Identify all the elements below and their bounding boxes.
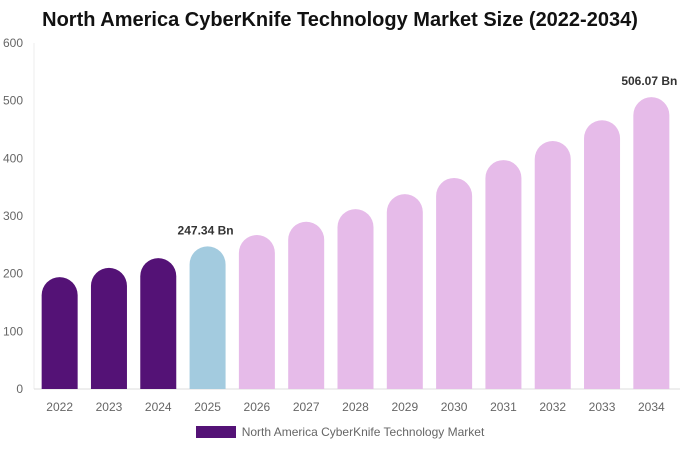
x-tick-label: 2022 bbox=[46, 400, 73, 414]
x-tick-label: 2026 bbox=[244, 400, 271, 414]
y-tick-label: 300 bbox=[3, 209, 23, 223]
bar-2028 bbox=[337, 209, 374, 389]
bar-2030 bbox=[436, 177, 473, 389]
bar-2022 bbox=[41, 277, 78, 389]
bar-2025 bbox=[189, 246, 226, 389]
x-tick-label: 2025 bbox=[194, 400, 221, 414]
bar-2027 bbox=[288, 221, 325, 389]
bar-2023 bbox=[90, 267, 127, 389]
bar-2029 bbox=[386, 194, 423, 389]
y-tick-label: 200 bbox=[3, 267, 23, 281]
legend: North America CyberKnife Technology Mark… bbox=[0, 425, 680, 439]
x-tick-label: 2031 bbox=[490, 400, 517, 414]
x-tick-label: 2023 bbox=[96, 400, 123, 414]
x-tick-label: 2033 bbox=[589, 400, 616, 414]
y-tick-label: 100 bbox=[3, 324, 23, 338]
bar-2033 bbox=[584, 120, 621, 390]
y-tick-label: 400 bbox=[3, 151, 23, 165]
x-tick-label: 2030 bbox=[441, 400, 468, 414]
data-label: 506.07 Bn bbox=[621, 74, 677, 88]
x-tick-label: 2034 bbox=[638, 400, 665, 414]
data-label: 247.34 Bn bbox=[178, 223, 234, 237]
bar-2031 bbox=[485, 160, 522, 389]
y-tick-label: 500 bbox=[3, 94, 23, 108]
y-tick-label: 0 bbox=[16, 382, 23, 396]
x-tick-label: 2029 bbox=[391, 400, 418, 414]
chart-title: North America CyberKnife Technology Mark… bbox=[42, 9, 638, 31]
bar-2024 bbox=[140, 258, 177, 389]
x-tick-label: 2028 bbox=[342, 400, 369, 414]
x-tick-label: 2032 bbox=[539, 400, 566, 414]
x-tick-label: 2024 bbox=[145, 400, 172, 414]
y-tick-label: 600 bbox=[3, 36, 23, 50]
x-tick-label: 2027 bbox=[293, 400, 320, 414]
bar-2034 bbox=[633, 97, 670, 390]
bar-2032 bbox=[534, 141, 571, 389]
legend-swatch bbox=[195, 426, 236, 438]
legend-label: North America CyberKnife Technology Mark… bbox=[241, 425, 485, 439]
bar-2026 bbox=[238, 235, 275, 389]
